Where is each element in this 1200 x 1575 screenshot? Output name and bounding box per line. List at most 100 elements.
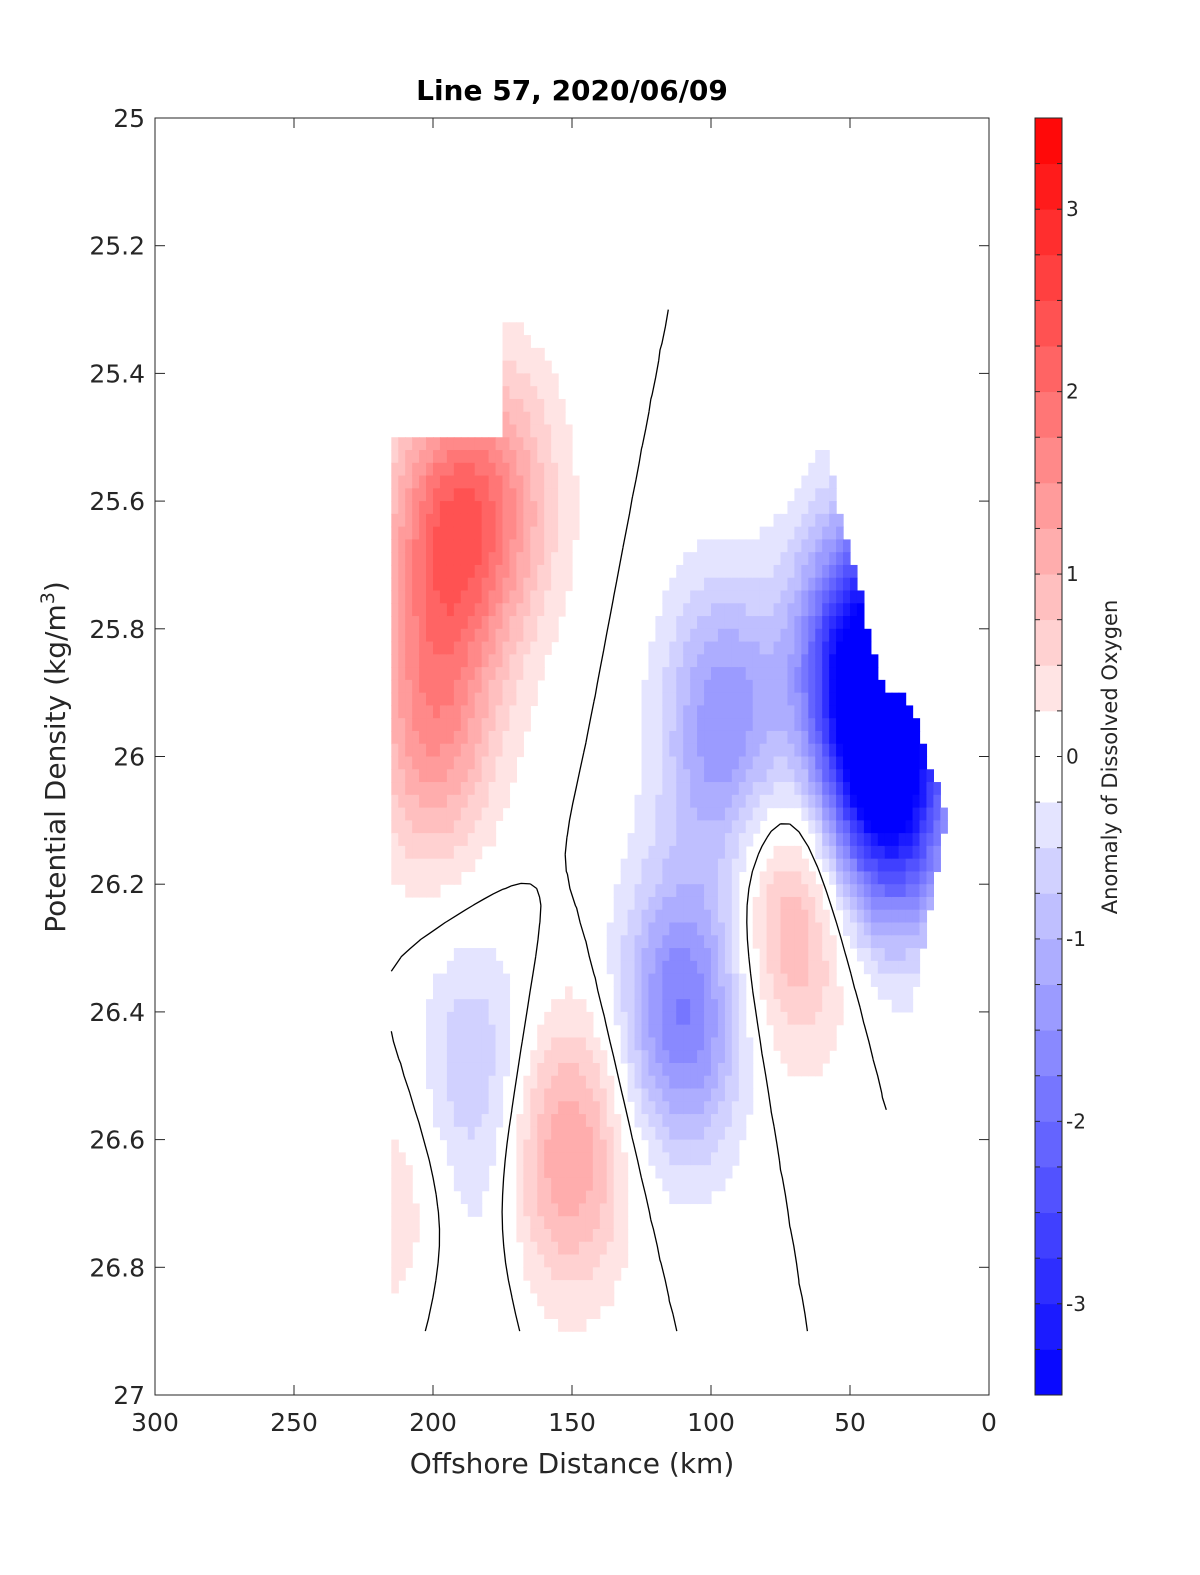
field-cell — [481, 1101, 490, 1115]
field-cell — [606, 1254, 615, 1268]
field-cell — [439, 450, 448, 464]
field-cell — [856, 756, 865, 770]
field-cell — [704, 590, 712, 604]
field-cell — [808, 730, 816, 745]
field-cell — [766, 526, 775, 541]
field-cell — [669, 743, 677, 758]
field-cell — [697, 1037, 705, 1051]
field-cell — [551, 1190, 559, 1205]
field-cell — [613, 1177, 622, 1192]
field-cell — [433, 973, 441, 987]
field-cell — [558, 1292, 566, 1307]
field-cell — [474, 705, 483, 719]
field-cell — [405, 845, 413, 860]
field-cell — [578, 1228, 587, 1243]
field-cell — [488, 948, 497, 962]
field-cell — [655, 884, 663, 898]
field-cell — [843, 679, 851, 694]
field-cell — [856, 743, 865, 758]
field-cell — [794, 973, 802, 987]
field-cell — [676, 769, 684, 783]
field-cell — [426, 884, 434, 898]
field-cell — [391, 769, 399, 783]
field-cell — [439, 667, 448, 681]
field-cell — [843, 756, 851, 770]
field-cell — [926, 845, 934, 860]
field-cell — [481, 743, 490, 758]
field-cell — [516, 539, 524, 553]
field-cell — [481, 1075, 490, 1090]
field-cell — [766, 1011, 775, 1026]
field-cell — [446, 1126, 455, 1141]
field-cell — [662, 1126, 670, 1141]
field-cell — [544, 628, 552, 643]
field-cell — [745, 743, 754, 758]
field-cell — [669, 960, 677, 975]
field-cell — [683, 935, 691, 949]
field-cell — [683, 845, 691, 860]
field-cell — [523, 347, 531, 362]
field-cell — [405, 1203, 413, 1217]
field-cell — [592, 1075, 601, 1090]
field-cell — [446, 718, 455, 732]
field-cell — [412, 577, 420, 592]
field-cell — [780, 999, 789, 1013]
field-cell — [467, 1011, 476, 1026]
field-cell — [481, 718, 490, 732]
field-cell — [724, 794, 733, 809]
field-cell — [391, 833, 399, 847]
field-cell — [439, 1101, 448, 1115]
field-cell — [780, 526, 789, 541]
field-cell — [439, 1024, 448, 1039]
field-cell — [405, 871, 413, 885]
field-cell — [467, 628, 476, 643]
field-cell — [502, 564, 511, 579]
field-cell — [919, 896, 928, 911]
field-cell — [620, 986, 629, 1000]
field-cell — [634, 896, 643, 911]
field-cell — [863, 909, 872, 924]
field-cell — [398, 590, 406, 604]
field-cell — [592, 1190, 601, 1205]
field-cell — [704, 858, 712, 873]
field-cell — [620, 1037, 629, 1051]
field-cell — [711, 1165, 719, 1179]
field-cell — [641, 1075, 650, 1090]
field-cell — [780, 513, 789, 528]
field-cell — [905, 756, 914, 770]
field-cell — [780, 935, 789, 949]
field-cell — [815, 526, 823, 541]
field-cell — [711, 1114, 719, 1128]
field-cell — [843, 833, 851, 847]
field-cell — [697, 1024, 705, 1039]
field-cell — [905, 960, 914, 975]
field-cell — [460, 1126, 469, 1141]
field-cell — [690, 986, 698, 1000]
field-cell — [801, 475, 809, 489]
field-cell — [537, 424, 545, 438]
field-cell — [870, 884, 879, 898]
field-cell — [759, 948, 768, 962]
field-cell — [780, 667, 789, 681]
field-cell — [537, 475, 545, 489]
colorbar-band — [1035, 984, 1062, 1031]
field-cell — [683, 1139, 691, 1153]
field-cell — [801, 871, 809, 885]
field-cell — [850, 833, 858, 847]
field-cell — [516, 654, 524, 668]
field-cell — [669, 807, 677, 821]
field-cell — [704, 1050, 712, 1064]
y-tick-label: 26.4 — [89, 998, 145, 1027]
field-cell — [446, 807, 455, 821]
field-cell — [676, 1165, 684, 1179]
field-cell — [537, 616, 545, 630]
field-cell — [850, 858, 858, 873]
chart-title: Line 57, 2020/06/09 — [416, 74, 728, 107]
field-cell — [766, 616, 775, 630]
field-cell — [711, 935, 719, 949]
field-cell — [669, 616, 677, 630]
field-cell — [829, 718, 837, 732]
field-cell — [690, 769, 698, 783]
field-cell — [690, 1024, 698, 1039]
field-cell — [585, 1126, 594, 1141]
